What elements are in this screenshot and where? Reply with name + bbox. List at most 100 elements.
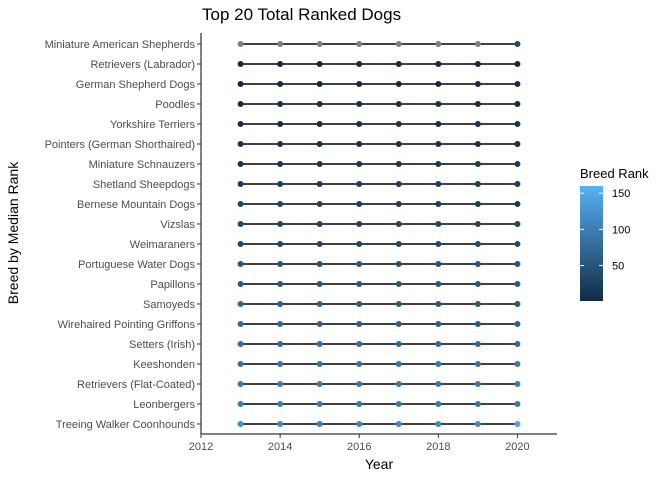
data-point bbox=[277, 101, 284, 107]
data-point bbox=[237, 201, 244, 207]
data-point bbox=[435, 241, 442, 247]
data-point bbox=[395, 141, 402, 147]
data-point bbox=[237, 141, 244, 147]
data-point bbox=[514, 281, 521, 287]
data-point bbox=[474, 181, 481, 187]
data-point bbox=[277, 421, 284, 427]
data-point bbox=[514, 101, 521, 107]
data-point bbox=[514, 61, 521, 67]
data-point bbox=[474, 261, 481, 267]
data-point bbox=[395, 381, 402, 387]
data-point bbox=[356, 341, 363, 347]
x-tick-label: 2012 bbox=[189, 441, 213, 453]
data-point bbox=[277, 181, 284, 187]
data-point bbox=[277, 361, 284, 367]
data-point bbox=[277, 81, 284, 87]
colorbar bbox=[580, 186, 603, 301]
data-point bbox=[316, 381, 323, 387]
data-point bbox=[474, 241, 481, 247]
data-point bbox=[316, 81, 323, 87]
y-tick-label: Bernese Mountain Dogs bbox=[77, 199, 196, 211]
data-point bbox=[356, 361, 363, 367]
data-point bbox=[474, 121, 481, 127]
data-point bbox=[435, 361, 442, 367]
data-point bbox=[277, 381, 284, 387]
x-tick-label: 2014 bbox=[268, 441, 292, 453]
data-point bbox=[316, 421, 323, 427]
y-tick-label: Retrievers (Flat-Coated) bbox=[77, 379, 195, 391]
data-point bbox=[435, 281, 442, 287]
y-tick-label: Pointers (German Shorthaired) bbox=[45, 139, 195, 151]
y-tick-label: Weimaraners bbox=[130, 239, 196, 251]
data-point bbox=[316, 401, 323, 407]
data-point bbox=[395, 41, 402, 47]
data-point bbox=[514, 401, 521, 407]
data-point bbox=[277, 141, 284, 147]
data-point bbox=[277, 121, 284, 127]
data-point bbox=[277, 201, 284, 207]
data-point bbox=[237, 401, 244, 407]
data-point bbox=[237, 181, 244, 187]
data-point bbox=[395, 241, 402, 247]
legend-tick-label: 150 bbox=[612, 188, 630, 200]
y-tick-label: Poodles bbox=[155, 99, 195, 111]
data-point bbox=[514, 181, 521, 187]
y-tick-label: Portuguese Water Dogs bbox=[78, 259, 195, 271]
data-point bbox=[356, 321, 363, 327]
x-tick-label: 2016 bbox=[347, 441, 371, 453]
data-point bbox=[474, 141, 481, 147]
data-point bbox=[277, 341, 284, 347]
data-point bbox=[395, 321, 402, 327]
y-tick-label: Miniature American Shepherds bbox=[45, 39, 196, 51]
data-point bbox=[395, 261, 402, 267]
data-point bbox=[316, 161, 323, 167]
y-tick-label: Vizslas bbox=[160, 219, 195, 231]
data-point bbox=[474, 41, 481, 47]
data-point bbox=[277, 261, 284, 267]
data-point bbox=[395, 101, 402, 107]
data-point bbox=[435, 121, 442, 127]
data-point bbox=[435, 301, 442, 307]
data-point bbox=[395, 81, 402, 87]
data-point bbox=[474, 401, 481, 407]
y-tick-label: German Shepherd Dogs bbox=[76, 79, 196, 91]
data-point bbox=[435, 221, 442, 227]
data-point bbox=[356, 201, 363, 207]
data-point bbox=[277, 281, 284, 287]
data-point bbox=[277, 221, 284, 227]
data-point bbox=[514, 81, 521, 87]
data-point bbox=[435, 201, 442, 207]
data-point bbox=[356, 401, 363, 407]
data-point bbox=[237, 41, 244, 47]
legend-title: Breed Rank bbox=[580, 166, 649, 181]
data-point bbox=[395, 201, 402, 207]
y-tick-label: Leonbergers bbox=[133, 399, 195, 411]
y-tick-label: Shetland Sheepdogs bbox=[93, 179, 196, 191]
y-tick-label: Setters (Irish) bbox=[129, 339, 195, 351]
y-tick-label: Wirehaired Pointing Griffons bbox=[58, 319, 196, 331]
data-point bbox=[316, 261, 323, 267]
data-point bbox=[474, 361, 481, 367]
data-point bbox=[395, 161, 402, 167]
data-point bbox=[237, 81, 244, 87]
y-tick-label: Retrievers (Labrador) bbox=[90, 59, 195, 71]
x-axis-title: Year bbox=[365, 456, 394, 472]
data-point bbox=[237, 241, 244, 247]
data-point bbox=[474, 321, 481, 327]
data-point bbox=[356, 141, 363, 147]
data-point bbox=[277, 41, 284, 47]
data-point bbox=[435, 101, 442, 107]
data-point bbox=[316, 181, 323, 187]
data-point bbox=[237, 121, 244, 127]
data-point bbox=[237, 161, 244, 167]
data-point bbox=[395, 221, 402, 227]
data-point bbox=[474, 81, 481, 87]
data-point bbox=[395, 421, 402, 427]
data-point bbox=[435, 321, 442, 327]
data-point bbox=[474, 341, 481, 347]
data-point bbox=[474, 301, 481, 307]
data-point bbox=[356, 161, 363, 167]
data-point bbox=[356, 121, 363, 127]
data-point bbox=[514, 241, 521, 247]
axes: Miniature American Shepherds Retrievers (… bbox=[45, 33, 557, 453]
